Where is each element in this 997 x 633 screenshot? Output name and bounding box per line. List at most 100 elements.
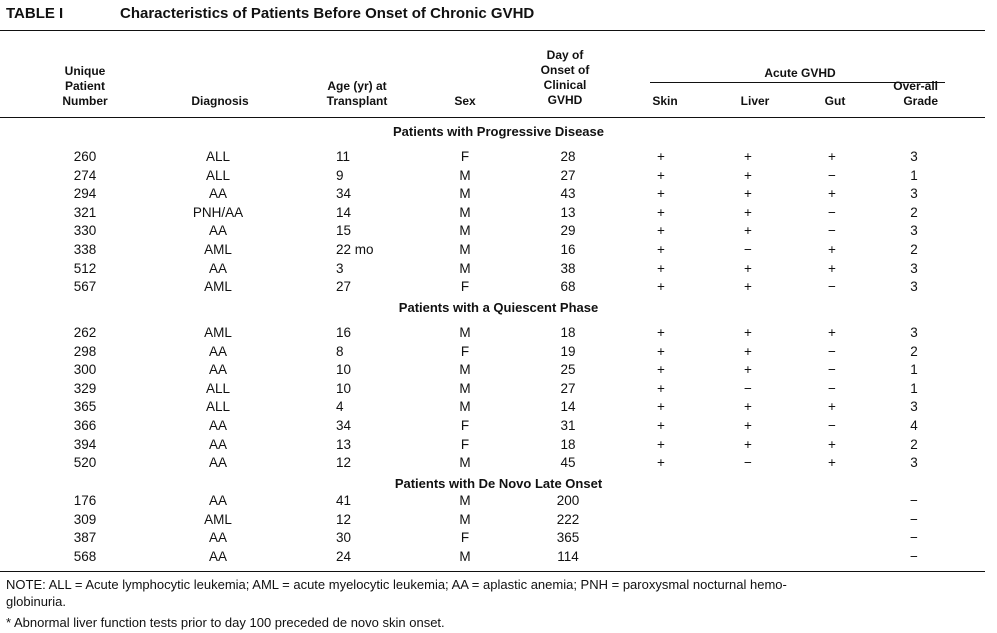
cell-overall-grade: 1 [910, 362, 918, 378]
cell-skin: + [657, 399, 665, 415]
cell-gut: + [828, 186, 836, 202]
cell-age: 11 [336, 149, 351, 164]
cell-age: 12 [336, 511, 352, 527]
cell-overall-grade: 3 [910, 186, 918, 202]
cell-overall-grade: − [910, 511, 918, 527]
section-title: Patients with a Quiescent Phase [398, 300, 599, 315]
cell-day-of-onset: 13 [560, 204, 576, 220]
acute-gvhd-rule [650, 82, 945, 83]
cell-overall-grade: 3 [910, 325, 918, 340]
cell-sex: M [459, 493, 471, 508]
cell-sex: M [459, 362, 471, 378]
cell-sex: F [460, 149, 470, 164]
section-title: Patients with Progressive Disease [393, 124, 604, 139]
cell-diagnosis: AA [208, 493, 228, 508]
cell-patient-number: 298 [73, 343, 97, 359]
cell-liver: − [744, 455, 752, 471]
cell-patient-number: 262 [73, 325, 97, 340]
cell-gut: − [828, 343, 836, 359]
cell-skin: + [657, 167, 665, 183]
cell-gut: + [828, 242, 836, 257]
cell-overall-grade: 2 [910, 343, 918, 359]
cell-patient-number: 260 [73, 149, 97, 164]
header-day-line-3: Clinical [543, 78, 587, 92]
cell-overall-grade: 1 [910, 167, 918, 183]
cell-day-of-onset: 29 [560, 223, 576, 239]
cell-age: 3 [336, 260, 344, 276]
cell-age: 34 [336, 418, 352, 433]
cell-day-of-onset: 365 [556, 530, 580, 546]
cell-age: 27 [336, 279, 352, 295]
cell-gut: + [828, 455, 836, 471]
cell-gut: − [828, 204, 836, 220]
cell-day-of-onset: 45 [560, 455, 576, 471]
cell-diagnosis: AA [208, 418, 228, 433]
cell-patient-number: 568 [73, 548, 97, 564]
cell-gut: + [828, 260, 836, 276]
cell-sex: M [459, 204, 471, 220]
cell-patient-number: 330 [73, 223, 97, 239]
cell-skin: + [657, 242, 665, 257]
cell-sex: M [459, 325, 471, 340]
cell-age: 30 [336, 530, 352, 546]
cell-overall-grade: − [910, 548, 918, 564]
cell-patient-number: 520 [73, 455, 97, 471]
cell-patient-number: 294 [73, 186, 97, 202]
header-age-line-1: Age (yr) at [327, 79, 387, 93]
cell-gut: − [828, 362, 836, 378]
header-overall-line-2: Grade [903, 94, 938, 108]
cell-liver: + [744, 399, 752, 415]
cell-day-of-onset: 43 [560, 186, 576, 202]
top-rule [0, 30, 985, 31]
cell-diagnosis: PNH/AA [192, 204, 244, 220]
cell-gut: + [828, 436, 836, 452]
cell-sex: M [459, 223, 471, 239]
header-age: Age (yr) at Transplant [302, 79, 412, 109]
cell-overall-grade: 3 [910, 399, 918, 415]
cell-diagnosis: AML [204, 325, 232, 340]
header-liver: Liver [740, 94, 770, 108]
cell-day-of-onset: 38 [560, 260, 576, 276]
cell-patient-number: 321 [73, 204, 97, 220]
header-day-line-1: Day of [546, 48, 584, 62]
cell-age: 13 [336, 436, 352, 452]
cell-patient-number: 394 [73, 436, 97, 452]
cell-age: 12 [336, 455, 352, 471]
cell-sex: M [459, 548, 471, 564]
cell-age: 34 [336, 186, 352, 202]
cell-age: 22 mo [336, 242, 374, 257]
cell-sex: F [460, 343, 470, 359]
cell-overall-grade: 1 [910, 380, 918, 396]
header-patient-line-1: Unique [64, 64, 106, 78]
cell-skin: + [657, 260, 665, 276]
table-label: TABLE I [6, 5, 64, 22]
cell-diagnosis: AA [208, 260, 228, 276]
cell-skin: + [657, 455, 665, 471]
cell-day-of-onset: 18 [560, 325, 576, 340]
cell-diagnosis: AA [208, 186, 228, 202]
cell-gut: + [828, 399, 836, 415]
cell-sex: M [459, 399, 471, 415]
table-title: TABLE I Characteristics of Patients Befor… [6, 5, 534, 22]
cell-liver: − [744, 380, 752, 396]
cell-sex: M [459, 186, 471, 202]
cell-skin: + [657, 279, 665, 295]
cell-diagnosis: AA [208, 530, 228, 546]
cell-liver: + [744, 149, 752, 164]
cell-skin: + [657, 418, 665, 433]
cell-day-of-onset: 31 [560, 418, 576, 433]
header-acute-gvhd: Acute GVHD [764, 66, 836, 80]
cell-day-of-onset: 27 [560, 380, 576, 396]
cell-overall-grade: 2 [910, 436, 918, 452]
cell-sex: M [459, 511, 471, 527]
cell-age: 8 [336, 343, 344, 359]
cell-skin: + [657, 436, 665, 452]
cell-patient-number: 176 [73, 493, 97, 508]
table-caption: Characteristics of Patients Before Onset… [120, 5, 535, 22]
cell-skin: + [657, 149, 665, 164]
cell-diagnosis: AML [204, 242, 232, 257]
cell-gut: − [828, 279, 836, 295]
cell-overall-grade: 3 [910, 260, 918, 276]
cell-diagnosis: ALL [205, 380, 231, 396]
header-age-line-2: Transplant [326, 94, 388, 108]
